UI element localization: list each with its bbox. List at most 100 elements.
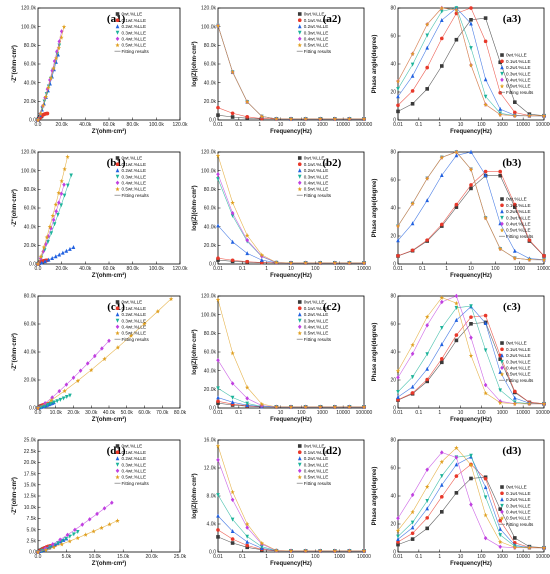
y-axis-label: Phase angle(degree) (372, 323, 378, 382)
x-tick-label: 1 (265, 554, 268, 560)
data-point (115, 312, 120, 317)
data-point (68, 246, 72, 251)
data-point (215, 23, 221, 28)
y-axis-label: log|Z|(ohm·cm²) (191, 185, 198, 230)
x-tick-label: 60.0k (103, 122, 116, 128)
data-point (245, 251, 249, 256)
legend-label: 0.2wt.%LLE (122, 24, 147, 29)
data-point (216, 401, 220, 405)
data-point (469, 183, 473, 187)
data-point (500, 209, 504, 214)
data-point (303, 116, 308, 122)
x-tick-label: 10 (468, 266, 474, 272)
legend-label: 0.5wt.%LLE (304, 43, 329, 48)
data-point (245, 539, 249, 544)
legend-label: 0.4wt.%LLE (122, 325, 147, 330)
data-point (230, 111, 235, 116)
legend-label: 0.2wt.%LLE (506, 209, 531, 214)
y-tick-label: 20.0k (204, 99, 217, 105)
data-point (439, 459, 444, 465)
legend-label: 0wt.%LLE (304, 300, 325, 305)
data-point (110, 500, 114, 505)
y-tick-label: 60 (390, 466, 396, 472)
data-point (499, 371, 505, 377)
data-point (410, 537, 415, 541)
data-point (347, 548, 352, 554)
data-point (115, 168, 120, 173)
data-point (245, 396, 249, 401)
x-tick-label: 1000 (334, 554, 345, 560)
data-point (500, 365, 504, 371)
data-point (498, 539, 503, 545)
data-point (396, 238, 400, 243)
data-point (216, 535, 220, 539)
data-point (425, 467, 429, 472)
data-point (38, 111, 43, 116)
data-point (52, 400, 56, 405)
x-tick-label: 1000 (514, 266, 525, 272)
fit-line (217, 225, 364, 264)
fit-line (217, 25, 364, 120)
data-point (67, 538, 73, 544)
panel-d3: 0.01 0.1 1 10 100 1000 10000 100000 0 20 40 60 80 Fre… (372, 438, 550, 567)
data-point (230, 69, 235, 75)
legend-label: Fitting results (122, 481, 150, 486)
data-point (498, 169, 503, 174)
data-point (50, 213, 55, 218)
x-tick-label: 10000 (516, 554, 530, 560)
y-tick-label: 100.0k (201, 312, 217, 318)
y-tick-label: 20 (390, 90, 396, 96)
data-point (469, 186, 473, 191)
panel-title: (a3) (503, 13, 522, 25)
data-point (260, 544, 264, 549)
data-point (541, 545, 547, 551)
y-axis-label: log|Z|(ohm·cm²) (191, 329, 198, 374)
y-tick-label: 60.0k (204, 62, 217, 68)
y-tick-label: 60.0k (24, 62, 37, 68)
data-point (54, 55, 59, 61)
legend-label: 0.5wt.%LLE (122, 43, 147, 48)
data-point (500, 491, 504, 496)
legend-label: 0.3wt.%LLE (506, 71, 531, 76)
data-point (498, 526, 502, 531)
data-point (230, 350, 235, 356)
data-point (100, 346, 104, 351)
data-point (107, 338, 111, 343)
data-point (46, 257, 51, 262)
data-point (527, 545, 532, 551)
data-point (50, 542, 55, 547)
data-point (297, 12, 302, 16)
legend-label: 0.1wt.%LLE (122, 450, 147, 455)
data-point (542, 254, 546, 258)
legend-label: 0wt.%LLE (506, 197, 527, 202)
data-point (297, 300, 302, 304)
y-tick-label: 20 (390, 522, 396, 528)
data-point (259, 114, 264, 119)
data-point (297, 42, 302, 48)
data-point (303, 404, 308, 410)
data-point (44, 234, 50, 240)
x-tick-label: 0.01 (393, 122, 403, 128)
legend-label: Fitting results (506, 522, 534, 527)
data-point (288, 260, 294, 266)
data-point (500, 509, 504, 515)
data-point (61, 396, 66, 401)
data-point (500, 203, 504, 208)
fit-line (217, 178, 364, 264)
data-point (297, 30, 302, 35)
fit-line (397, 456, 545, 549)
y-tick-label: 40.0k (204, 224, 217, 230)
data-point (259, 252, 264, 258)
y-axis-label: Phase angle(degree) (372, 467, 378, 526)
data-point (230, 395, 235, 400)
data-point (115, 12, 120, 16)
x-tick-label: 60.0k (138, 410, 151, 416)
x-axis-label: Z'(ohm·cm²) (92, 272, 126, 279)
data-point (62, 166, 67, 172)
data-point (51, 217, 56, 223)
data-point (68, 534, 72, 539)
data-point (230, 200, 235, 205)
data-point (83, 532, 88, 537)
y-tick-label: 100.0k (21, 24, 37, 30)
